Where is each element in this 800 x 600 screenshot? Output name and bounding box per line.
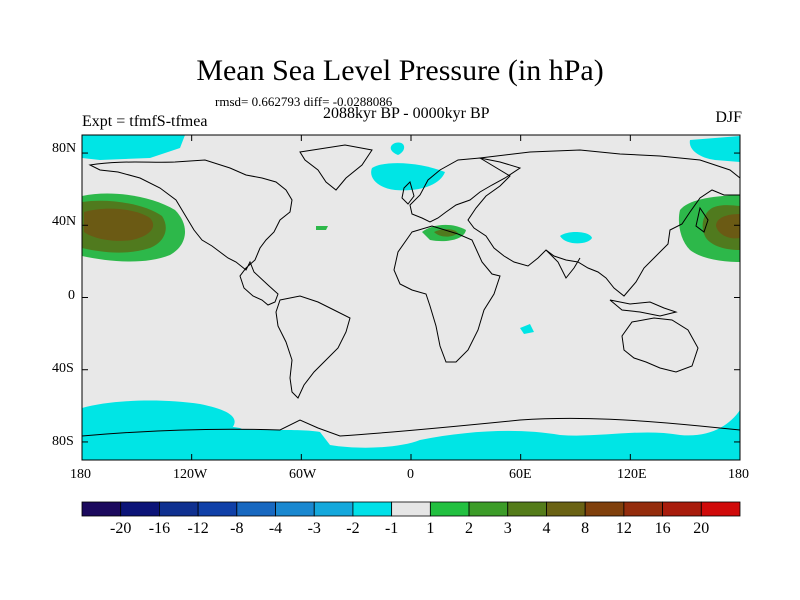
- colorbar-label: 16: [654, 520, 671, 537]
- colorbar-swatch: [662, 501, 702, 517]
- indonesia-coast: [609, 299, 678, 317]
- colorbar-swatch: [700, 501, 741, 517]
- colorbar-label: -12: [187, 520, 209, 537]
- lat-label-0: 0: [68, 288, 75, 303]
- season-label: DJF: [715, 109, 742, 126]
- colorbar-swatch: [81, 501, 122, 517]
- india-coast: [545, 249, 581, 279]
- colorbar-swatch: [546, 501, 586, 517]
- colorbar-swatch: [623, 501, 663, 517]
- colorbar-swatch: [159, 501, 199, 517]
- period-text: 2088kyr BP - 0000kyr BP: [323, 105, 490, 122]
- colorbar-label: 12: [615, 520, 632, 537]
- colorbar-label: -20: [110, 520, 132, 537]
- colorbar-label: -2: [346, 520, 360, 537]
- africa-coast: [393, 225, 501, 363]
- asia-coast: [467, 149, 740, 297]
- colorbar-label: 20: [693, 520, 710, 537]
- lat-label-80s: 80S: [52, 434, 74, 449]
- colorbar-swatch: [120, 501, 160, 517]
- experiment-label: Expt = tfmfS-tfmea: [82, 113, 208, 130]
- colorbar-swatch: [391, 501, 431, 517]
- north-america-coast: [88, 159, 293, 306]
- greenland-coast: [299, 144, 373, 191]
- lon-label-180w: 180: [70, 467, 91, 482]
- colorbar-label: 4: [542, 520, 551, 537]
- arctic-negative-region: [82, 135, 185, 160]
- colorbar-label: -1: [384, 520, 399, 537]
- lat-label-40n: 40N: [52, 214, 77, 229]
- colorbar-label: 1: [426, 520, 435, 537]
- colorbar-swatch: [429, 501, 470, 517]
- lon-label-120e: 120E: [617, 467, 647, 482]
- colorbar-swatch: [584, 501, 625, 517]
- colorbar-label: -3: [307, 520, 321, 537]
- coastlines: [82, 144, 740, 437]
- colorbar-label: 3: [503, 520, 512, 537]
- uk-coast: [401, 181, 415, 205]
- australia-coast: [621, 317, 699, 373]
- colorbar-swatch: [468, 501, 509, 517]
- colorbar-swatch: [313, 501, 354, 517]
- lon-label-60e: 60E: [509, 467, 532, 482]
- colorbar-label: -16: [148, 520, 171, 537]
- anomaly-shading: [82, 135, 740, 460]
- colorbar-label: 2: [465, 520, 474, 537]
- colorbar-swatch: [236, 501, 276, 517]
- antarctic-negative-region: [82, 400, 740, 460]
- europe-coast: [409, 157, 522, 223]
- plot-title: Mean Sea Level Pressure (in hPa): [196, 54, 604, 87]
- lon-label-120w: 120W: [173, 467, 208, 482]
- lon-label-180e: 180: [728, 467, 749, 482]
- lat-label-80n: 80N: [52, 141, 77, 156]
- lon-label-60w: 60W: [289, 467, 317, 482]
- colorbar-swatch: [507, 501, 547, 517]
- stats-text: rmsd= 0.662793 diff= -0.0288086: [215, 94, 393, 109]
- japan-coast: [695, 206, 709, 233]
- colorbar-label: -8: [230, 520, 244, 537]
- lat-label-40s: 40S: [52, 361, 74, 376]
- colorbar-swatch: [275, 501, 315, 517]
- south-america-coast: [275, 295, 351, 399]
- colorbar-swatch: [197, 501, 238, 517]
- lon-label-0: 0: [407, 467, 414, 482]
- colorbar-label: -4: [268, 520, 283, 537]
- antarctica-coast: [82, 417, 740, 437]
- colorbar-label: 8: [581, 520, 590, 537]
- colorbar-swatch: [352, 501, 393, 517]
